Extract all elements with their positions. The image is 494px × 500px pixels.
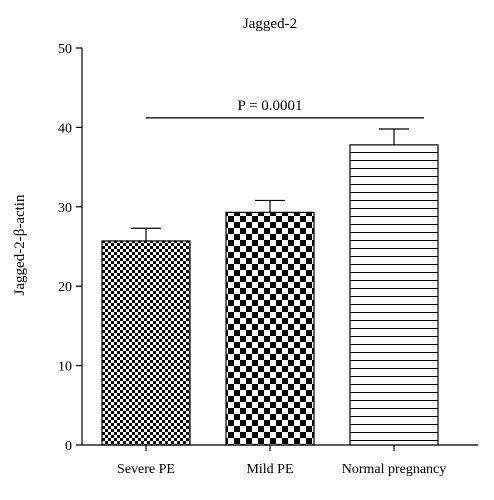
- y-axis-label: Jagged-2-β-actin: [12, 194, 28, 295]
- y-tick-label: 20: [58, 280, 72, 295]
- y-tick-label: 0: [65, 439, 72, 454]
- y-tick-label: 50: [58, 42, 72, 57]
- x-tick-label: Severe PE: [117, 462, 175, 477]
- y-ticks: 0 10 20 30 40 50: [58, 42, 82, 454]
- bars: [101, 144, 439, 446]
- bar-mild-pe: [225, 211, 315, 446]
- bar-severe-pe: [101, 240, 191, 446]
- y-tick-label: 40: [58, 121, 72, 136]
- y-tick-label: 10: [58, 360, 72, 375]
- p-value-annotation: P = 0.0001: [238, 98, 303, 114]
- x-tick-label: Normal pregnancy: [342, 462, 447, 477]
- y-tick-label: 30: [58, 201, 72, 216]
- error-bars: [131, 128, 409, 241]
- x-tick-label: Mild PE: [246, 462, 293, 477]
- chart-title: Jagged-2: [243, 16, 297, 32]
- x-ticks: Severe PE Mild PE Normal pregnancy: [117, 445, 446, 477]
- bar-normal-pregnancy: [349, 144, 439, 446]
